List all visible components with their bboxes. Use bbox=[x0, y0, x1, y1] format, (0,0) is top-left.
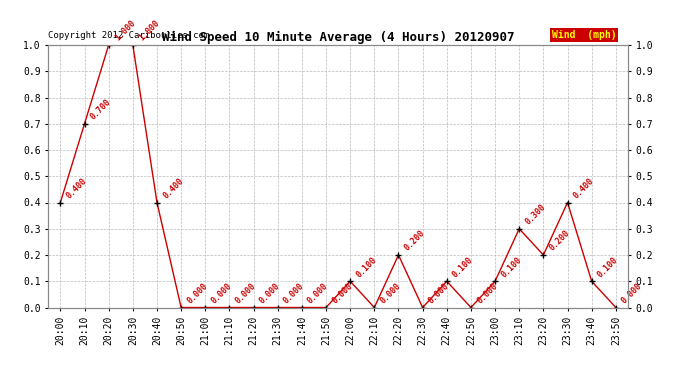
Text: 0.200: 0.200 bbox=[548, 229, 571, 253]
Text: 0.000: 0.000 bbox=[210, 281, 233, 305]
Text: 0.000: 0.000 bbox=[620, 281, 644, 305]
Text: 0.700: 0.700 bbox=[89, 98, 112, 122]
Text: 0.000: 0.000 bbox=[306, 281, 330, 305]
Text: 0.000: 0.000 bbox=[282, 281, 306, 305]
Text: 0.000: 0.000 bbox=[234, 281, 257, 305]
Text: 0.000: 0.000 bbox=[379, 281, 402, 305]
Text: 0.100: 0.100 bbox=[500, 255, 523, 279]
Text: Wind  (mph): Wind (mph) bbox=[552, 30, 616, 40]
Text: 0.100: 0.100 bbox=[596, 255, 620, 279]
Text: 0.400: 0.400 bbox=[161, 176, 185, 200]
Text: Copyright 2012 Cariboulics.com: Copyright 2012 Cariboulics.com bbox=[48, 31, 210, 40]
Text: 0.100: 0.100 bbox=[451, 255, 475, 279]
Text: 0.400: 0.400 bbox=[65, 176, 88, 200]
Title: Wind Speed 10 Minute Average (4 Hours) 20120907: Wind Speed 10 Minute Average (4 Hours) 2… bbox=[162, 31, 514, 44]
Text: 0.000: 0.000 bbox=[475, 281, 499, 305]
Text: 0.300: 0.300 bbox=[524, 202, 547, 226]
Text: 1.000: 1.000 bbox=[113, 19, 137, 43]
Text: 0.000: 0.000 bbox=[427, 281, 451, 305]
Text: 0.000: 0.000 bbox=[258, 281, 282, 305]
Text: 0.000: 0.000 bbox=[331, 281, 354, 305]
Text: 1.000: 1.000 bbox=[137, 19, 161, 43]
Text: 0.000: 0.000 bbox=[186, 281, 209, 305]
Text: 0.200: 0.200 bbox=[403, 229, 426, 253]
Text: 0.400: 0.400 bbox=[572, 176, 595, 200]
Text: 0.100: 0.100 bbox=[355, 255, 378, 279]
